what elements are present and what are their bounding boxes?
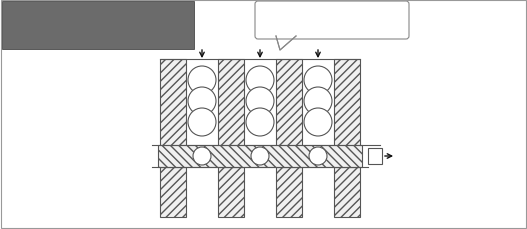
Bar	[334, 60, 360, 147]
Bar	[160, 167, 186, 217]
Text: From the supply unit: From the supply unit	[278, 16, 386, 26]
Circle shape	[304, 109, 332, 136]
Bar	[218, 60, 244, 147]
Circle shape	[304, 67, 332, 95]
Text: [Fig.2] Simultaneous separation of
multiple workpieces (method A): [Fig.2] Simultaneous separation of multi…	[7, 8, 212, 31]
Circle shape	[193, 147, 211, 165]
FancyBboxPatch shape	[255, 2, 409, 40]
Circle shape	[246, 109, 274, 136]
Bar	[334, 167, 360, 217]
Bar	[158, 145, 362, 167]
Bar	[368, 148, 382, 164]
Circle shape	[246, 88, 274, 115]
Circle shape	[309, 147, 327, 165]
Bar	[276, 167, 302, 217]
Circle shape	[188, 109, 216, 136]
Circle shape	[188, 88, 216, 115]
Bar	[160, 60, 186, 147]
Circle shape	[304, 88, 332, 115]
Circle shape	[188, 67, 216, 95]
Bar	[276, 60, 302, 147]
Bar	[218, 167, 244, 217]
Circle shape	[246, 67, 274, 95]
Bar	[2, 2, 194, 50]
Circle shape	[251, 147, 269, 165]
